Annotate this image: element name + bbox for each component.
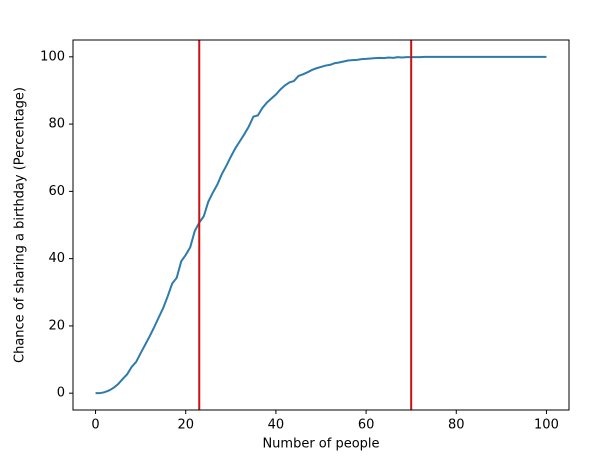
data-line <box>95 55 547 395</box>
y-tick-label: 60 <box>48 184 65 199</box>
y-tick-label: 80 <box>48 117 65 132</box>
x-tick-label: 0 <box>91 418 99 433</box>
x-tick-label: 80 <box>448 418 465 433</box>
x-axis-label: Number of people <box>262 437 379 452</box>
x-tick-label: 100 <box>534 418 559 433</box>
y-tick-label: 20 <box>48 318 65 333</box>
x-tick-label: 60 <box>358 418 375 433</box>
y-tick-label: 0 <box>57 386 65 401</box>
y-tick-label: 100 <box>40 49 65 64</box>
y-tick-label: 40 <box>48 251 65 266</box>
y-axis-label: Chance of sharing a birthday (Percentage… <box>13 87 28 363</box>
plot-frame <box>72 39 570 411</box>
x-tick-label: 40 <box>268 418 285 433</box>
x-tick-label: 20 <box>177 418 194 433</box>
